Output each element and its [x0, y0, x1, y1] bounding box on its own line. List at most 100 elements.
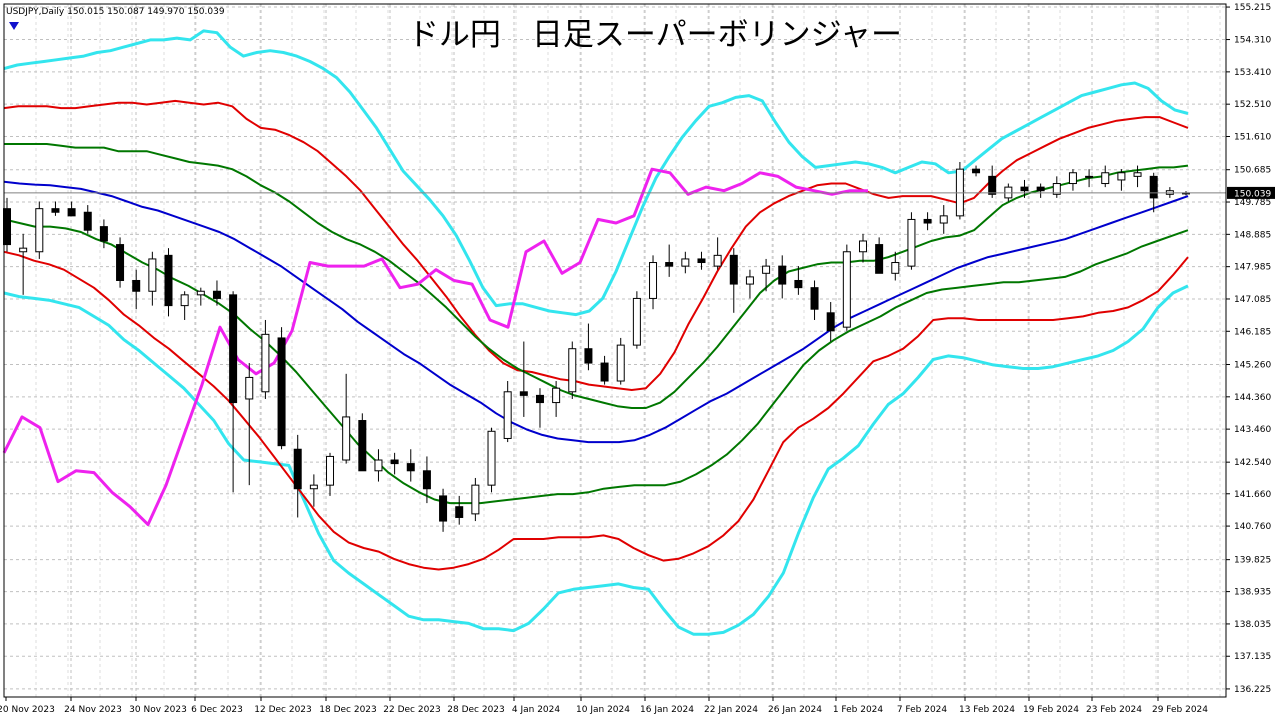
- candle-body: [212, 290, 221, 299]
- x-tick-label: 30 Nov 2023: [129, 705, 187, 715]
- y-tick-label: 141.660: [1234, 490, 1271, 500]
- y-tick-label: 136.225: [1234, 685, 1271, 695]
- grid: [4, 4, 1226, 697]
- candle-body: [1133, 172, 1142, 177]
- candle-body: [342, 416, 351, 461]
- x-tick-label: 7 Feb 2024: [897, 705, 948, 715]
- candle-body: [826, 312, 835, 332]
- candle-body: [713, 254, 722, 267]
- y-tick-label: 146.185: [1234, 327, 1271, 337]
- x-tick-label: 28 Dec 2023: [447, 705, 505, 715]
- candle-body: [1085, 175, 1094, 178]
- candle-body: [293, 448, 302, 490]
- band-line-up1: [4, 143, 1189, 409]
- y-tick-label: 144.360: [1234, 393, 1271, 403]
- candle-body: [132, 279, 141, 292]
- candle-body: [858, 240, 867, 253]
- candle-body: [406, 463, 415, 472]
- candle-body: [1101, 172, 1110, 185]
- candle-body: [277, 337, 286, 447]
- candle-body: [309, 484, 318, 490]
- x-tick-label: 13 Feb 2024: [959, 705, 1015, 715]
- bands: [2, 29, 1189, 636]
- candle-body: [907, 218, 916, 267]
- candle-body: [245, 376, 254, 400]
- y-tick-label: 138.035: [1234, 620, 1271, 630]
- y-tick-label: 138.935: [1234, 588, 1271, 598]
- y-tick-label: 142.540: [1234, 458, 1271, 468]
- band-line-chikou: [2, 167, 868, 527]
- symbol-info: USDJPY,Daily 150.015 150.087 149.970 150…: [6, 7, 225, 17]
- candle-body: [439, 495, 448, 522]
- candle-body: [471, 484, 480, 515]
- candle-body: [665, 262, 674, 267]
- x-tick-label: 22 Dec 2023: [383, 705, 441, 715]
- candle-body: [1036, 186, 1045, 192]
- candle-body: [261, 333, 270, 393]
- candle-body: [519, 391, 528, 396]
- candle-body: [99, 226, 108, 242]
- x-tick-label: 4 Jan 2024: [512, 705, 560, 715]
- x-axis: 20 Nov 2023 24 Nov 2023 30 Nov 2023 6 Dec 2…: [0, 697, 1208, 715]
- current-price-line: 150.039: [4, 186, 1275, 199]
- candle-body: [697, 258, 706, 264]
- candle-body: [229, 294, 238, 404]
- x-tick-label: 29 Feb 2024: [1152, 705, 1208, 715]
- candle-body: [778, 265, 787, 285]
- y-tick-label: 137.135: [1234, 652, 1271, 662]
- current-price-label-bg: [1227, 186, 1275, 199]
- candle-body: [842, 251, 851, 328]
- y-tick-label: 140.760: [1234, 522, 1271, 532]
- x-tick-label: 20 Nov 2023: [0, 705, 55, 715]
- y-tick-label: 151.610: [1234, 132, 1271, 142]
- y-tick-label: 148.885: [1234, 230, 1271, 240]
- y-tick-label: 152.510: [1234, 100, 1271, 110]
- candle-body: [390, 459, 399, 465]
- candle-body: [503, 391, 512, 439]
- candle-body: [148, 258, 157, 292]
- candle-body: [326, 455, 335, 486]
- chart-title: ドル円 日足スーパーボリンジャー: [408, 17, 902, 53]
- band-line-up3: [3, 29, 1189, 317]
- y-tick-label: 150.685: [1234, 166, 1271, 176]
- y-axis: 155.215 154.310 153.410 152.510 151.610 150.6…: [1226, 3, 1271, 695]
- candle-body: [972, 168, 981, 174]
- candle-body: [358, 420, 367, 472]
- y-tick-label: 154.310: [1234, 36, 1271, 46]
- candle-body: [180, 294, 189, 307]
- candle-body: [19, 247, 28, 253]
- y-tick-label: 147.085: [1234, 295, 1271, 305]
- y-tick-label: 139.825: [1234, 556, 1271, 566]
- band-line-lo2: [3, 250, 1189, 571]
- candle-body: [487, 430, 496, 486]
- candle-body: [51, 208, 60, 213]
- triangle-down-icon: [9, 22, 19, 30]
- x-tick-label: 24 Nov 2023: [64, 705, 122, 715]
- candle-body: [67, 208, 76, 217]
- candle-body: [552, 387, 561, 404]
- x-tick-label: 23 Feb 2024: [1086, 705, 1142, 715]
- current-price-label: 150.039: [1234, 189, 1271, 199]
- x-tick-label: 6 Dec 2023: [191, 705, 243, 715]
- candles: [3, 161, 1190, 532]
- candle-body: [1068, 172, 1077, 185]
- candle-body: [923, 218, 932, 224]
- candle-body: [1117, 172, 1126, 181]
- x-tick-label: 18 Dec 2023: [319, 705, 377, 715]
- candle-body: [116, 244, 125, 281]
- candle-body: [810, 287, 819, 310]
- candle-body: [535, 394, 544, 404]
- y-tick-label: 153.410: [1234, 68, 1271, 78]
- candle-body: [745, 276, 754, 285]
- candle-body: [422, 470, 431, 490]
- candle-body: [35, 208, 44, 253]
- x-tick-label: 19 Feb 2024: [1023, 705, 1079, 715]
- candle-body: [939, 215, 948, 224]
- candle-body: [632, 297, 641, 346]
- x-tick-label: 10 Jan 2024: [576, 705, 630, 715]
- x-tick-label: 22 Jan 2024: [704, 705, 758, 715]
- y-tick-label: 149.785: [1234, 198, 1271, 208]
- candle-body: [891, 262, 900, 274]
